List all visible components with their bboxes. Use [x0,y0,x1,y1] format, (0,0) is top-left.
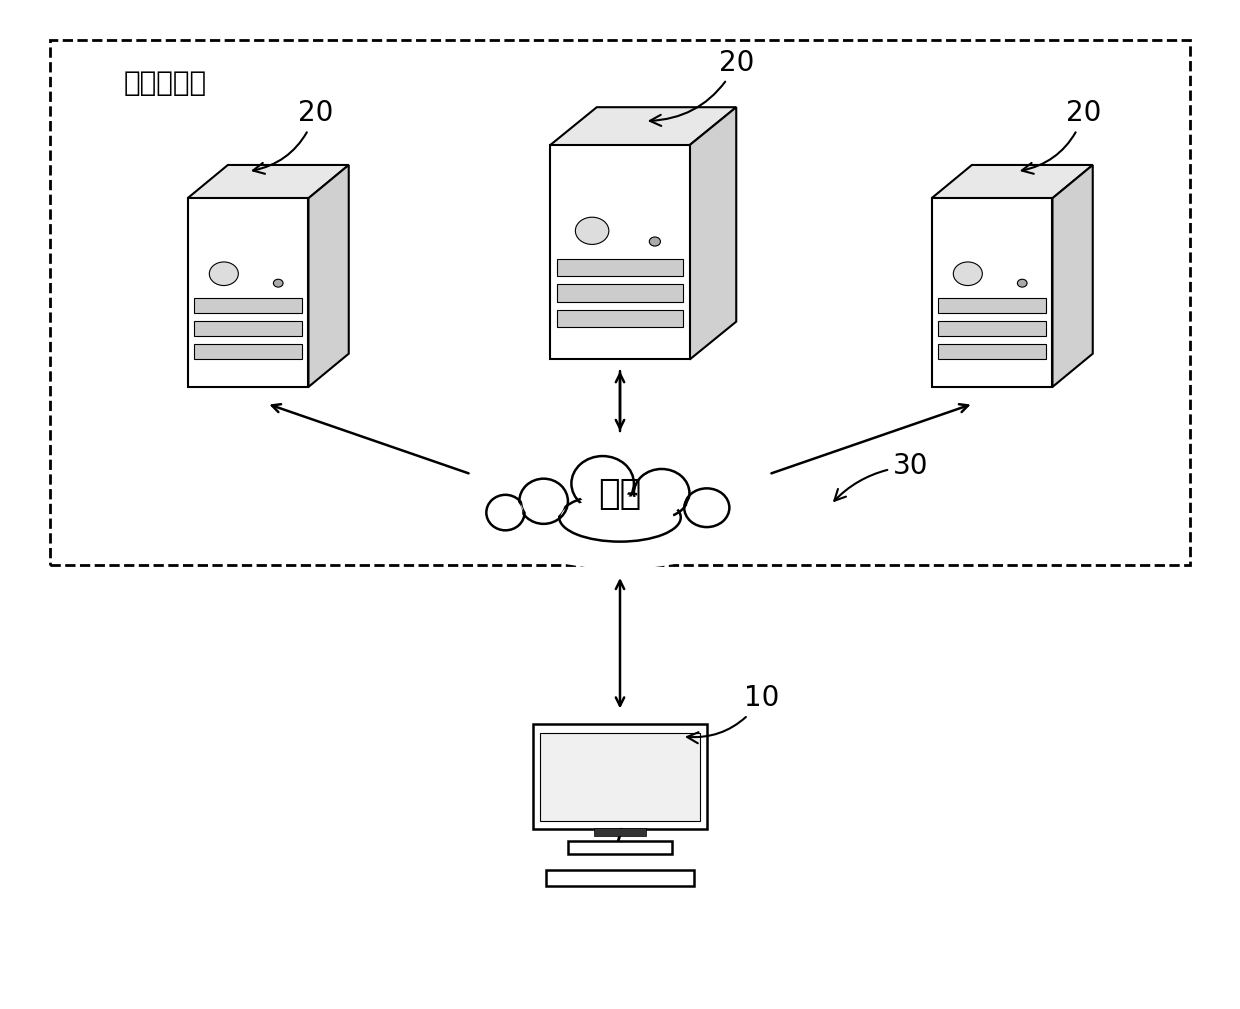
Polygon shape [1053,165,1092,387]
Ellipse shape [486,494,525,531]
FancyBboxPatch shape [546,870,694,886]
Polygon shape [193,343,303,358]
Ellipse shape [474,492,523,533]
Ellipse shape [567,496,673,539]
Ellipse shape [564,446,641,515]
Circle shape [954,262,982,286]
Ellipse shape [689,483,745,532]
Text: 20: 20 [650,48,755,126]
Polygon shape [937,321,1047,336]
Polygon shape [193,299,303,314]
Polygon shape [937,343,1047,358]
Circle shape [650,237,661,246]
Ellipse shape [637,461,707,523]
Polygon shape [937,299,1047,314]
Ellipse shape [634,469,689,518]
Ellipse shape [572,456,634,511]
Ellipse shape [637,472,686,515]
Polygon shape [557,310,683,327]
Polygon shape [931,199,1053,387]
FancyBboxPatch shape [541,733,699,821]
Text: 30: 30 [835,452,929,500]
Ellipse shape [498,472,742,569]
Circle shape [1017,279,1027,288]
FancyBboxPatch shape [533,724,707,829]
Polygon shape [551,107,737,145]
Text: 网络: 网络 [599,477,641,512]
Text: 云计算平台: 云计算平台 [124,69,207,97]
Text: 20: 20 [253,99,334,174]
Ellipse shape [684,488,729,527]
Ellipse shape [522,481,565,522]
Text: 20: 20 [1022,99,1102,174]
Ellipse shape [489,497,522,528]
Ellipse shape [575,459,630,508]
FancyBboxPatch shape [568,840,672,854]
Circle shape [575,217,609,244]
Ellipse shape [687,490,727,525]
Polygon shape [557,258,683,275]
Circle shape [273,279,283,288]
Ellipse shape [502,468,564,525]
Polygon shape [309,165,348,387]
FancyBboxPatch shape [594,827,646,835]
Polygon shape [187,165,348,199]
Text: 10: 10 [687,684,780,744]
Ellipse shape [559,493,681,542]
Polygon shape [193,321,303,336]
Circle shape [210,262,238,286]
Polygon shape [551,145,689,359]
Polygon shape [931,165,1092,199]
Polygon shape [689,107,737,359]
Polygon shape [187,199,309,387]
Ellipse shape [520,478,568,524]
Polygon shape [557,285,683,302]
